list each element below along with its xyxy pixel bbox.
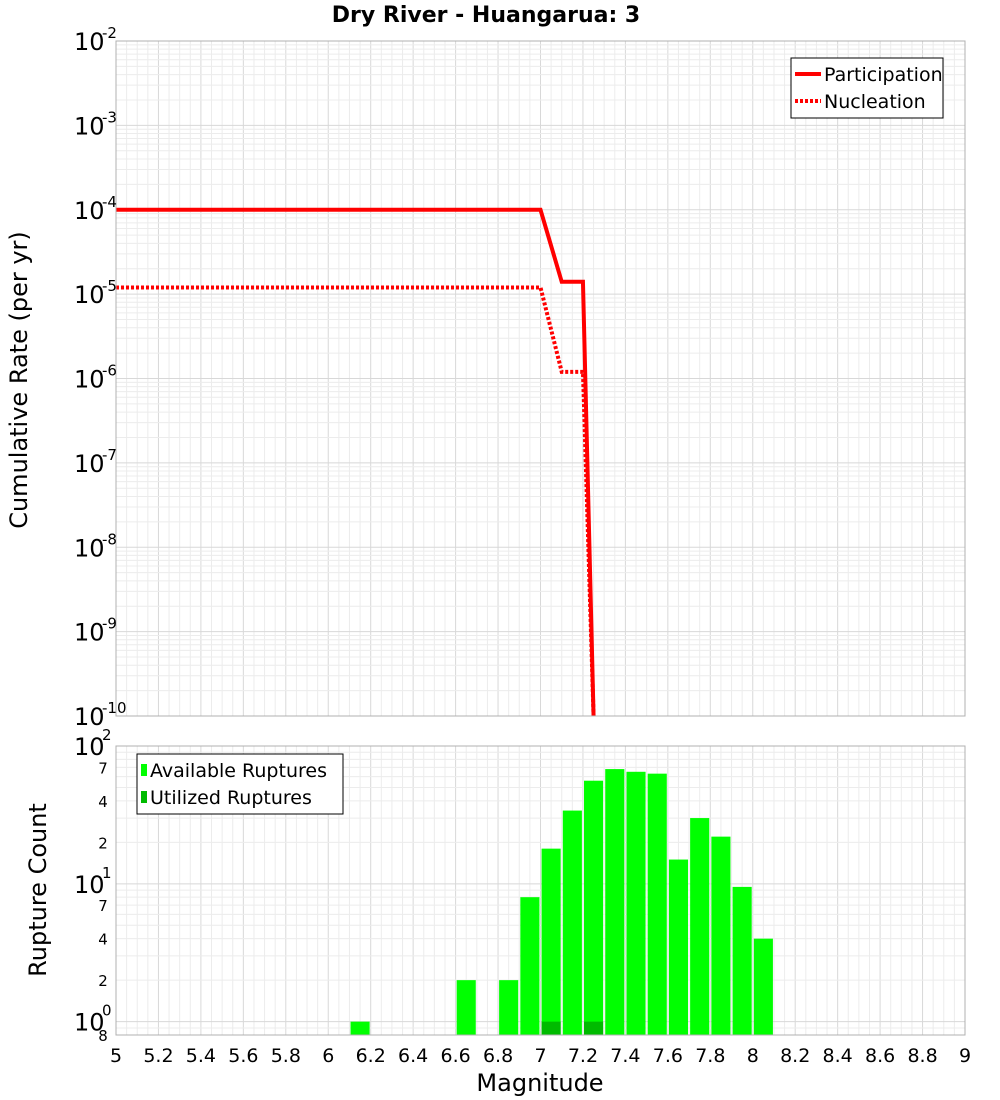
x-tick-label: 8 <box>747 1045 759 1067</box>
x-tick-label: 6 <box>322 1045 334 1067</box>
available-rupture-bar <box>350 1021 370 1035</box>
top-y-tick-label: 10 <box>74 281 105 309</box>
x-tick-label: 6.4 <box>398 1045 428 1067</box>
bottom-legend-box <box>136 753 344 815</box>
top-y-tick-label: 10 <box>74 366 105 394</box>
bottom-y-minor-tick-label: 4 <box>98 931 108 949</box>
x-tick-label: 6.2 <box>356 1045 386 1067</box>
bottom-plot-frame <box>115 745 966 1036</box>
top-legend-box <box>790 57 944 119</box>
bottom-y-tick-exponent: 1 <box>102 864 112 882</box>
available-ruptures-legend-label: Available Ruptures <box>150 760 327 782</box>
utilized-rupture-bar <box>541 1021 561 1035</box>
participation-legend-label: Participation <box>824 64 943 86</box>
utilized-ruptures-legend-label: Utilized Ruptures <box>150 787 312 809</box>
chart-title: Dry River - Huangarua: 3 <box>332 3 640 28</box>
tick-labels: 10-1010-910-810-710-610-510-410-310-2100… <box>74 24 971 1067</box>
top-y-tick-label: 10 <box>74 112 105 140</box>
bottom-y-minor-tick-label: 7 <box>98 897 108 915</box>
x-tick-label: 8.8 <box>907 1045 937 1067</box>
bottom-y-tick-label: 10 <box>74 733 105 761</box>
top-y-tick-label: 10 <box>74 703 105 731</box>
top-y-tick-exponent: -10 <box>102 699 127 717</box>
available-rupture-bar <box>584 780 604 1035</box>
bottom-y-minor-tick-label: 8 <box>98 1027 108 1045</box>
available-rupture-bar <box>668 859 689 1035</box>
x-tick-label: 9 <box>959 1045 971 1067</box>
top-y-axis-label: Cumulative Rate (per yr) <box>5 231 33 529</box>
available-rupture-bar <box>499 980 519 1035</box>
available-rupture-bar <box>541 848 561 1035</box>
available-rupture-bar <box>711 836 731 1035</box>
top-plot-frame <box>115 40 966 717</box>
x-tick-label: 8.6 <box>865 1045 895 1067</box>
x-tick-label: 5.4 <box>186 1045 216 1067</box>
x-tick-label: 5.6 <box>228 1045 258 1067</box>
top-y-tick-exponent: -7 <box>102 446 117 464</box>
top-y-tick-exponent: -6 <box>102 362 117 380</box>
grid-lines <box>115 41 966 1036</box>
available-rupture-bar <box>605 769 625 1035</box>
available-rupture-bar <box>520 897 540 1035</box>
available-rupture-bar <box>753 938 773 1035</box>
available-rupture-bar <box>456 980 476 1035</box>
bottom-y-axis-label: Rupture Count <box>24 803 52 977</box>
bottom-y-tick-exponent: 0 <box>102 1002 112 1020</box>
x-axis-label: Magnitude <box>476 1069 603 1097</box>
bottom-y-minor-tick-label: 2 <box>98 972 108 990</box>
x-tick-label: 6.8 <box>483 1045 513 1067</box>
x-tick-label: 7.4 <box>610 1045 640 1067</box>
x-tick-label: 5 <box>110 1045 122 1067</box>
top-y-tick-exponent: -2 <box>102 24 117 42</box>
x-tick-label: 7 <box>534 1045 546 1067</box>
nucleation-legend-label: Nucleation <box>824 91 926 113</box>
bottom-y-tick-label: 10 <box>74 1009 105 1037</box>
top-y-tick-label: 10 <box>74 619 105 647</box>
top-y-tick-exponent: -4 <box>102 193 117 211</box>
utilized-ruptures-legend-swatch <box>141 791 147 803</box>
top-y-tick-label: 10 <box>74 534 105 562</box>
top-y-tick-exponent: -5 <box>102 277 117 295</box>
bottom-legend: Available Ruptures Utilized Ruptures <box>136 753 344 815</box>
utilized-rupture-bar <box>584 1021 604 1035</box>
available-rupture-bar <box>562 810 582 1035</box>
top-y-tick-exponent: -9 <box>102 615 117 633</box>
x-tick-label: 7.2 <box>568 1045 598 1067</box>
available-ruptures-legend-swatch <box>141 764 147 776</box>
bottom-y-minor-tick-label: 2 <box>98 834 108 852</box>
top-y-tick-label: 10 <box>74 28 105 56</box>
line-series <box>116 207 596 716</box>
x-tick-label: 8.2 <box>780 1045 810 1067</box>
top-y-tick-exponent: -8 <box>102 530 117 548</box>
top-legend: Participation Nucleation <box>790 57 944 119</box>
available-rupture-bar <box>690 818 710 1035</box>
x-tick-label: 5.2 <box>143 1045 173 1067</box>
plot-frames <box>115 40 966 1036</box>
available-rupture-bar <box>647 773 667 1035</box>
x-tick-label: 8.4 <box>823 1045 853 1067</box>
x-tick-label: 6.6 <box>440 1045 470 1067</box>
bottom-y-tick-label: 10 <box>74 871 105 899</box>
legends: Participation Nucleation Available Rupture… <box>136 57 944 815</box>
top-y-tick-exponent: -3 <box>102 108 117 126</box>
nucleation-line <box>116 285 596 716</box>
top-y-tick-label: 10 <box>74 450 105 478</box>
bottom-y-minor-tick-label: 7 <box>98 759 108 777</box>
available-rupture-bar <box>626 771 646 1035</box>
bottom-y-tick-exponent: 2 <box>102 726 112 744</box>
x-tick-label: 7.6 <box>653 1045 683 1067</box>
available-rupture-bar <box>732 886 752 1035</box>
bar-series <box>350 769 773 1035</box>
x-tick-label: 5.8 <box>271 1045 301 1067</box>
top-y-tick-label: 10 <box>74 197 105 225</box>
bottom-y-minor-tick-label: 4 <box>98 793 108 811</box>
x-tick-label: 7.8 <box>695 1045 725 1067</box>
